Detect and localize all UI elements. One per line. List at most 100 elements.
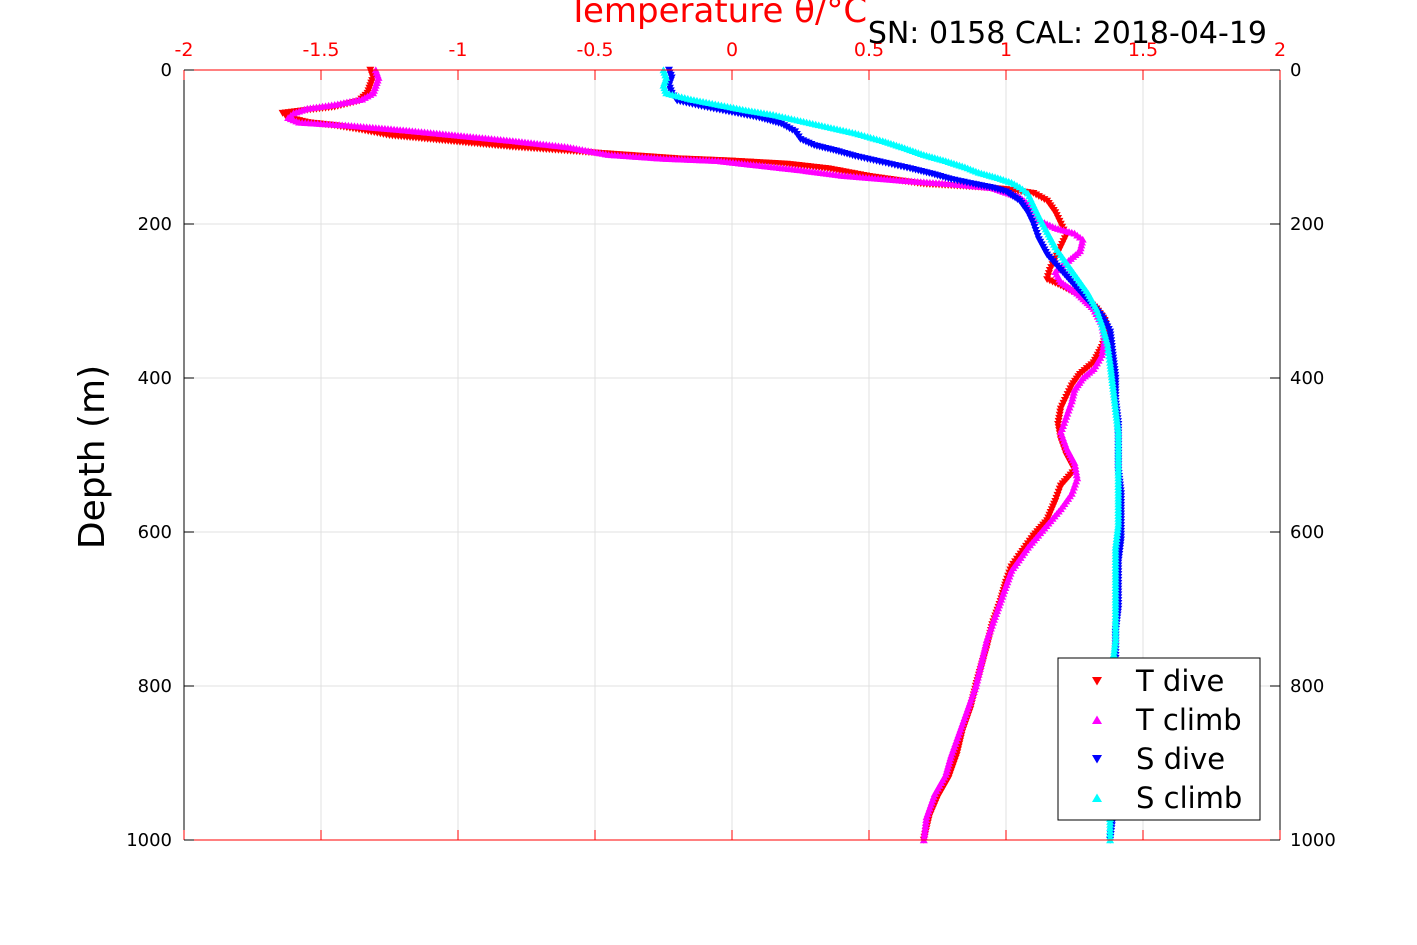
legend-box: [1057, 657, 1261, 821]
data-point: [1112, 416, 1121, 424]
data-point: [1108, 379, 1117, 387]
data-point: [1109, 387, 1118, 395]
data-point: [1113, 529, 1122, 537]
data-point: [1076, 244, 1085, 252]
x-tick-label: 0: [726, 39, 738, 61]
data-point: [1103, 342, 1112, 350]
data-point: [978, 656, 987, 664]
data-point: [1098, 345, 1107, 352]
data-point: [922, 816, 931, 823]
y-tick-label-left: 800: [138, 676, 172, 697]
y-tick-label-right: 1000: [1290, 830, 1336, 851]
y-tick-label-right: 0: [1290, 60, 1301, 81]
y-tick-label-left: 0: [161, 60, 172, 81]
sensor-calibration-annotation: SN: 0158 CAL: 2018-04-19: [868, 16, 1267, 51]
x-tick-label: 0.5: [854, 39, 884, 61]
data-point: [1110, 644, 1119, 652]
data-point: [1070, 385, 1079, 393]
x-tick-label: -2: [175, 39, 194, 61]
data-point: [1111, 402, 1120, 410]
chart-title: Temperature θ/°C: [567, 0, 867, 31]
legend-label: S dive: [1136, 742, 1225, 776]
data-point: [1072, 468, 1081, 476]
data-point: [1106, 364, 1115, 372]
y-tick-label-right: 800: [1290, 676, 1324, 697]
data-point: [1110, 399, 1119, 407]
legend-marker: [1092, 715, 1102, 724]
data-point: [1110, 396, 1119, 404]
data-point: [1111, 639, 1120, 646]
data-point: [1109, 390, 1118, 398]
data-point: [1105, 355, 1114, 363]
x-tick-label: 1.5: [1128, 39, 1158, 61]
x-tick-label: 2: [1274, 39, 1286, 61]
data-point: [1111, 540, 1120, 548]
data-point: [1110, 647, 1119, 655]
data-point: [980, 644, 989, 652]
data-point: [1107, 373, 1116, 381]
data-point: [921, 821, 930, 829]
data-point: [1107, 370, 1116, 378]
data-point: [1106, 359, 1115, 366]
data-point: [972, 679, 981, 687]
legend-marker: [1092, 793, 1102, 802]
data-point: [1113, 419, 1122, 427]
data-point: [1106, 361, 1115, 369]
data-point: [1113, 422, 1122, 430]
data-point: [1078, 235, 1087, 243]
data-point: [975, 665, 984, 672]
data-point: [978, 653, 987, 661]
legend-label: T climb: [1135, 703, 1242, 737]
data-point: [920, 827, 929, 835]
x-tick-label: -1: [449, 39, 468, 61]
data-point: [980, 647, 989, 655]
x-tick-label: -1.5: [302, 39, 339, 61]
data-point: [1107, 367, 1116, 375]
data-point: [977, 659, 986, 667]
data-point: [973, 673, 982, 681]
data-point: [1071, 465, 1080, 473]
y-tick-label-right: 200: [1290, 214, 1324, 235]
data-point: [1112, 535, 1121, 542]
y-tick-label-left: 1000: [126, 830, 172, 851]
legend-label: S climb: [1136, 781, 1242, 815]
y-tick-label-left: 200: [138, 214, 172, 235]
data-point: [1112, 532, 1121, 540]
data-point: [1111, 408, 1120, 415]
y-tick-label-right: 400: [1290, 368, 1324, 389]
data-point: [979, 650, 988, 658]
data-point: [1068, 394, 1077, 402]
data-point: [1098, 348, 1107, 356]
data-point: [921, 824, 930, 832]
data-point: [976, 662, 985, 669]
data-point: [921, 819, 930, 826]
data-point: [1112, 410, 1121, 418]
data-point: [1104, 346, 1113, 353]
data-point: [973, 676, 982, 684]
data-point: [982, 639, 991, 646]
data-point: [1103, 339, 1112, 347]
data-point: [1077, 241, 1086, 249]
data-point: [1072, 471, 1081, 479]
legend: T dive T climb S dive S climb: [1057, 657, 1261, 821]
legend-marker: [1092, 677, 1102, 686]
data-point: [1111, 405, 1120, 412]
data-point: [1071, 462, 1080, 469]
y-tick-label-left: 400: [138, 368, 172, 389]
data-point: [1108, 382, 1117, 389]
legend-marker: [1092, 755, 1102, 764]
data-point: [920, 833, 929, 841]
x-tick-label: 1: [1000, 39, 1012, 61]
data-point: [975, 667, 984, 675]
data-point: [1104, 349, 1113, 357]
data-point: [1112, 413, 1121, 421]
data-point: [922, 813, 931, 821]
data-point: [1070, 459, 1079, 466]
data-point: [1110, 641, 1119, 649]
y-tick-label-right: 600: [1290, 522, 1324, 543]
data-point: [1113, 526, 1122, 534]
y-tick-label-left: 600: [138, 522, 172, 543]
data-point: [1078, 238, 1087, 246]
data-point: [974, 670, 983, 678]
